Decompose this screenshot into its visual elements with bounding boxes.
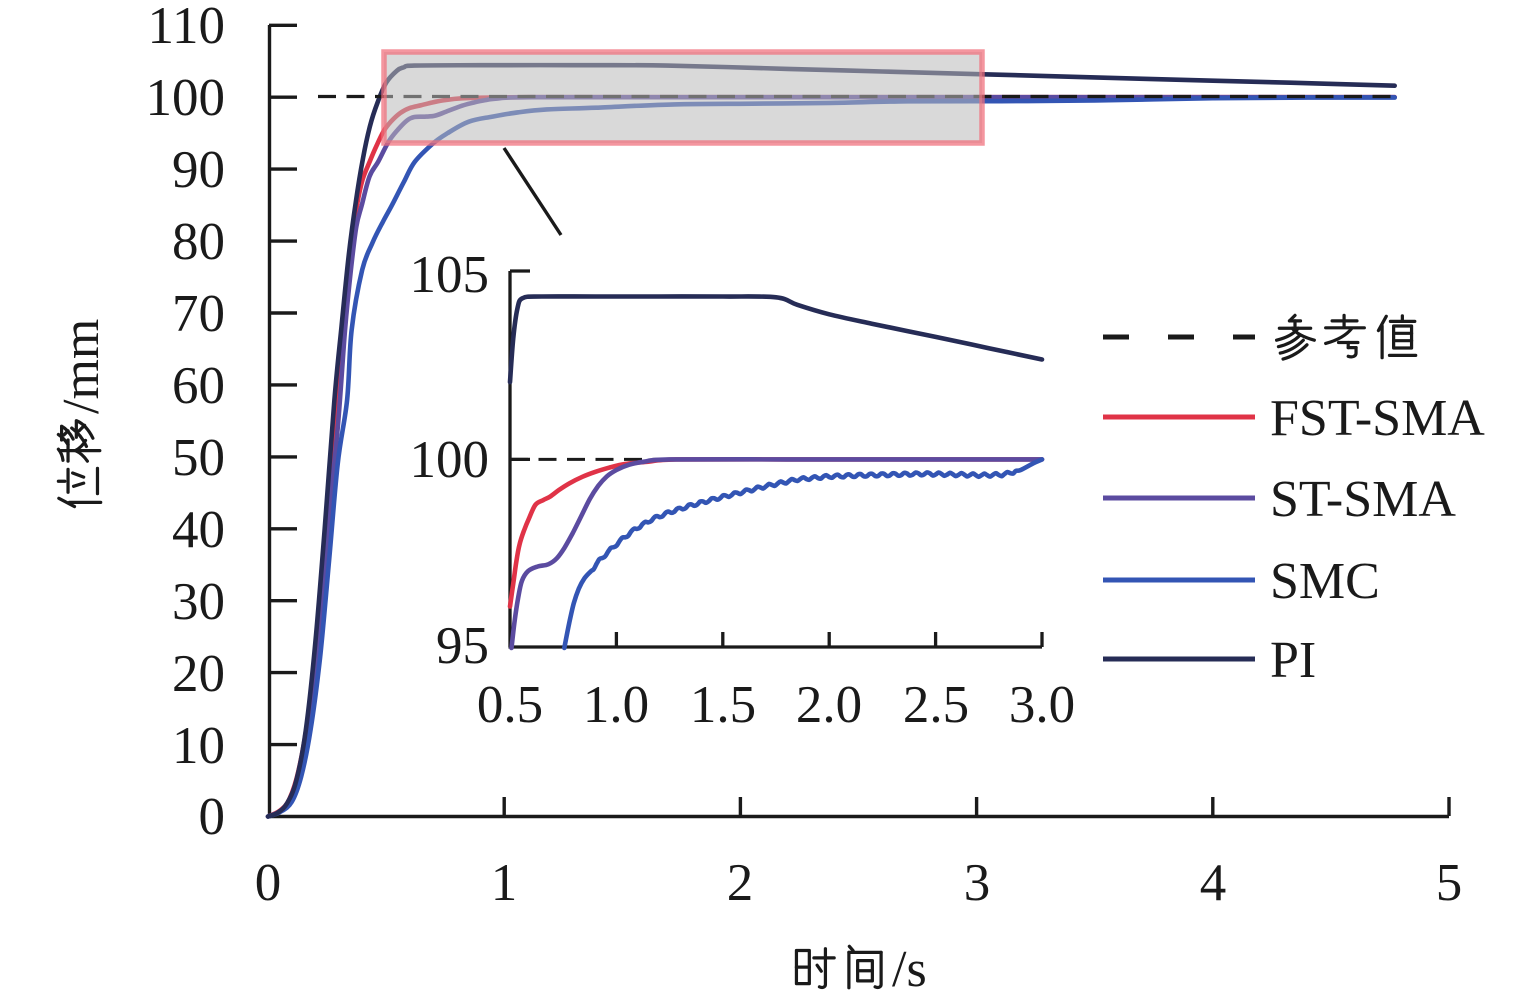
svg-text:2: 2	[727, 854, 754, 912]
svg-text:2.5: 2.5	[903, 676, 969, 734]
svg-text:0: 0	[255, 854, 282, 912]
svg-text:110: 110	[147, 0, 225, 55]
svg-text:1.5: 1.5	[690, 676, 756, 734]
svg-text:FST-SMA: FST-SMA	[1270, 390, 1485, 447]
svg-text:SMC: SMC	[1270, 553, 1380, 610]
svg-text:20: 20	[172, 645, 225, 703]
svg-text:1: 1	[491, 854, 518, 912]
svg-text:5: 5	[1436, 854, 1463, 912]
svg-text:60: 60	[172, 357, 225, 415]
svg-text:100: 100	[410, 431, 490, 489]
svg-text:/mm: /mm	[53, 319, 110, 414]
svg-text:1.0: 1.0	[583, 676, 649, 734]
svg-text:40: 40	[172, 501, 225, 559]
svg-text:70: 70	[172, 285, 225, 343]
svg-text:2.0: 2.0	[796, 676, 862, 734]
svg-text:90: 90	[172, 141, 225, 199]
svg-text:80: 80	[172, 213, 225, 271]
svg-text:3.0: 3.0	[1009, 676, 1075, 734]
svg-text:ST-SMA: ST-SMA	[1270, 471, 1456, 528]
svg-text:100: 100	[146, 69, 226, 127]
svg-text:/s: /s	[892, 941, 927, 998]
svg-text:0: 0	[199, 788, 226, 846]
svg-text:30: 30	[172, 573, 225, 631]
svg-text:PI: PI	[1270, 632, 1316, 689]
svg-text:0.5: 0.5	[477, 676, 543, 734]
svg-text:50: 50	[172, 429, 225, 487]
svg-text:4: 4	[1200, 854, 1227, 912]
svg-text:10: 10	[172, 717, 225, 775]
svg-text:95: 95	[436, 617, 489, 675]
svg-text:3: 3	[964, 854, 991, 912]
svg-text:105: 105	[410, 246, 490, 304]
